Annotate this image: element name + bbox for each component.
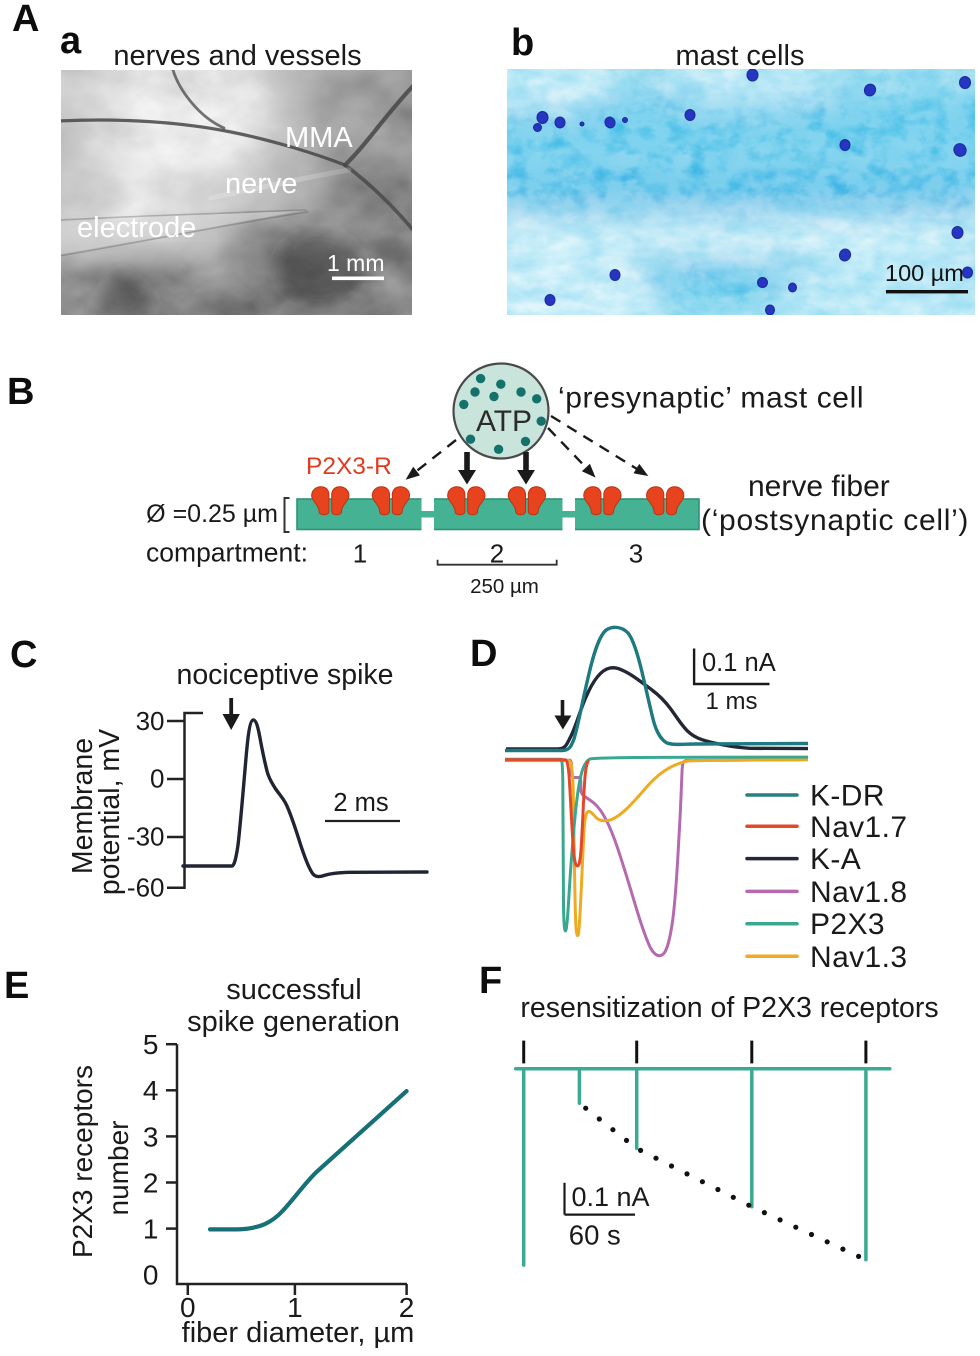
svg-text:b: b: [511, 22, 534, 64]
svg-text:D: D: [470, 633, 497, 675]
svg-text:1 ms: 1 ms: [706, 688, 758, 715]
svg-text:successful: successful: [226, 974, 361, 1006]
svg-text:ATP: ATP: [476, 405, 532, 438]
svg-text:E: E: [4, 965, 29, 1007]
svg-text:-30: -30: [127, 822, 165, 852]
svg-text:0: 0: [143, 1260, 159, 1291]
svg-text:0.1 nA: 0.1 nA: [572, 1182, 650, 1212]
svg-text:-60: -60: [127, 873, 165, 903]
svg-text:spike generation: spike generation: [187, 1006, 400, 1038]
svg-text:resensitization of P2X3 recept: resensitization of P2X3 receptors: [520, 992, 938, 1024]
svg-text:K-A: K-A: [810, 843, 861, 876]
svg-text:Nav1.7: Nav1.7: [810, 811, 907, 844]
svg-text:compartment:: compartment:: [146, 538, 308, 568]
svg-text:2: 2: [143, 1168, 159, 1199]
svg-text:potential, mV: potential, mV: [94, 729, 126, 895]
svg-text:K-DR: K-DR: [810, 780, 885, 813]
svg-text:5: 5: [143, 1029, 159, 1060]
svg-text:C: C: [10, 634, 37, 676]
svg-text:P2X3 receptors: P2X3 receptors: [67, 1065, 98, 1258]
svg-text:1: 1: [287, 1292, 303, 1323]
svg-text:MMA: MMA: [285, 122, 353, 154]
svg-text:Membrane: Membrane: [67, 738, 99, 874]
svg-text:P2X3: P2X3: [810, 908, 885, 941]
svg-text:2: 2: [490, 539, 504, 569]
svg-text:30: 30: [136, 706, 165, 736]
svg-text:Ø =0.25 µm: Ø =0.25 µm: [146, 500, 278, 528]
svg-text:P2X3-R: P2X3-R: [306, 453, 392, 480]
svg-text:F: F: [479, 960, 502, 1002]
svg-text:100 µm: 100 µm: [885, 260, 964, 286]
svg-text:fiber diameter, µm: fiber diameter, µm: [182, 1317, 415, 1349]
svg-text:nerves and vessels: nerves and vessels: [113, 40, 361, 72]
svg-text:B: B: [7, 371, 34, 413]
svg-text:3: 3: [629, 539, 643, 569]
svg-text:a: a: [60, 20, 82, 62]
svg-text:1: 1: [353, 539, 367, 569]
svg-text:4: 4: [143, 1075, 159, 1106]
svg-text:Nav1.3: Nav1.3: [810, 941, 907, 974]
svg-text:2 ms: 2 ms: [333, 789, 388, 817]
svg-text:electrode: electrode: [77, 212, 196, 244]
svg-text:0.1 nA: 0.1 nA: [702, 649, 776, 677]
svg-text:A: A: [12, 0, 39, 40]
svg-text:0: 0: [150, 764, 164, 794]
svg-text:2: 2: [399, 1292, 415, 1323]
svg-text:‘presynaptic’ mast cell: ‘presynaptic’ mast cell: [558, 382, 864, 415]
svg-text:nociceptive spike: nociceptive spike: [176, 659, 393, 691]
svg-text:1: 1: [143, 1214, 159, 1245]
svg-text:60 s: 60 s: [569, 1220, 621, 1251]
svg-text:number: number: [103, 1121, 134, 1216]
svg-text:Nav1.8: Nav1.8: [810, 876, 907, 909]
svg-text:3: 3: [143, 1122, 159, 1153]
svg-text:250 µm: 250 µm: [470, 575, 539, 598]
svg-text:(‘postsynaptic cell’): (‘postsynaptic cell’): [701, 504, 969, 537]
svg-text:nerve: nerve: [225, 168, 298, 200]
svg-text:mast cells: mast cells: [676, 40, 805, 72]
svg-text:1 mm: 1 mm: [327, 250, 385, 276]
svg-text:nerve fiber: nerve fiber: [748, 470, 890, 503]
svg-text:0: 0: [180, 1292, 196, 1323]
